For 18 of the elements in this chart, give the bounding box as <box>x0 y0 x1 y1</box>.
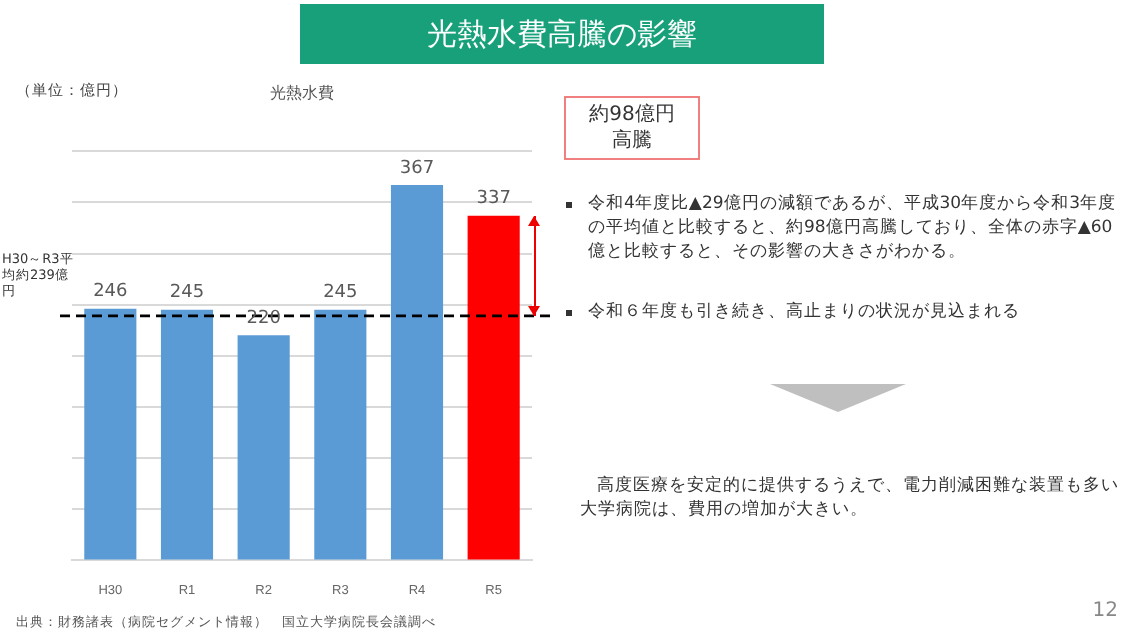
chart-subtitle: 光熱水費 <box>270 83 334 102</box>
chart-title: 光熱水費高騰の影響 <box>300 4 824 64</box>
bar <box>467 215 520 560</box>
bar <box>390 184 444 560</box>
text: 令和4年度比▲29億円の減額であるが、平成30年度から令和3年度の平均値と比較すると、約98億円高騰しており、全体の赤字▲60億と比較すると、その影響の大きさがわかる。 <box>588 194 1116 262</box>
text: 高度医療を安定的に提供するうえで、電力削減困難な装置も多い大学病院は、費用の増加が大きい。 <box>580 474 1120 522</box>
data-label: 246 <box>93 282 129 303</box>
bar <box>84 308 137 560</box>
data-label: 367 <box>399 158 435 179</box>
text: 約98億円高騰 <box>564 96 700 160</box>
bar <box>314 309 367 560</box>
text: 令和６年度も引き続き、高止まりの状況が見込まれる <box>588 302 1020 322</box>
bar <box>237 335 290 560</box>
text: 12 <box>1092 600 1118 624</box>
bar <box>160 309 214 560</box>
data-label: 245 <box>323 283 358 304</box>
data-label: 245 <box>169 283 205 304</box>
data-label: 337 <box>476 189 511 210</box>
